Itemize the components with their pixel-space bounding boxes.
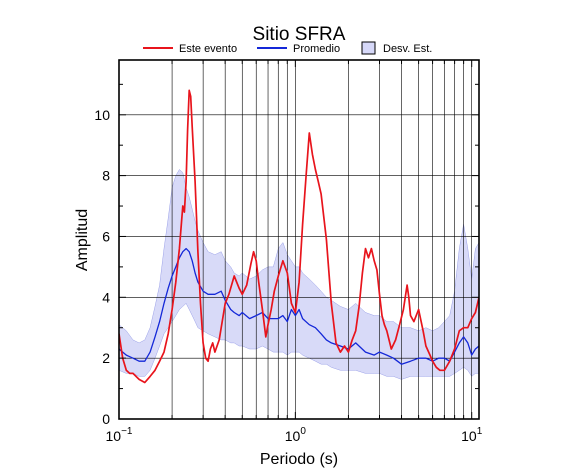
y-tick-label: 0	[102, 411, 110, 427]
y-tick-label: 6	[102, 228, 110, 244]
legend-swatch-box	[361, 41, 376, 55]
event-line	[119, 89, 479, 384]
legend-label: Este evento	[179, 43, 237, 55]
y-tick-label: 8	[102, 168, 110, 184]
y-tick-label: 2	[102, 350, 110, 366]
x-tick-label: 10−1	[106, 426, 133, 444]
legend: Este evento Promedio Desv. Est.	[143, 41, 432, 55]
chart-title: Sitio SFRA	[253, 24, 346, 45]
x-tick-label: 101	[461, 426, 483, 444]
plot-frame	[118, 59, 480, 420]
mean-line	[119, 247, 479, 365]
legend-label: Promedio	[293, 43, 340, 55]
series-layer	[119, 89, 479, 384]
tick-layer: 0 2 4 6 8 10 10−1 100 101	[94, 60, 483, 444]
x-axis-title: Periodo (s)	[260, 451, 338, 468]
y-tick-label: 10	[94, 107, 110, 123]
y-axis-title: Amplitud	[74, 209, 91, 271]
x-tick-label: 100	[285, 426, 307, 444]
y-tick-label: 4	[102, 289, 110, 305]
legend-label: Desv. Est.	[383, 43, 432, 55]
